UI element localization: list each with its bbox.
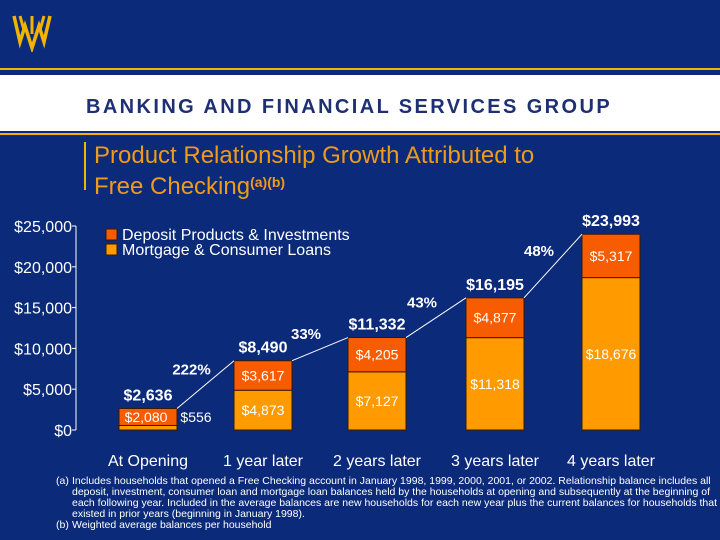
x-category-label: 3 years later (451, 453, 540, 470)
title-accent-bar (84, 142, 86, 190)
bar-deposit-2 (347, 337, 407, 373)
loans-value-label: $7,127 (356, 393, 399, 409)
footnote-a-text: Includes households that opened a Free C… (72, 475, 717, 520)
footnote-a: (a) Includes households that opened a Fr… (56, 476, 720, 520)
bar-loans-3 (465, 337, 525, 431)
bar-loans-1 (233, 389, 293, 431)
bar-loans-0 (118, 424, 178, 431)
deposit-value-label: $4,205 (356, 347, 399, 363)
growth-connector (523, 233, 583, 299)
page-title: Product Relationship Growth Attributed t… (94, 142, 534, 200)
x-category-label: 1 year later (223, 453, 304, 470)
footnotes: (a) Includes households that opened a Fr… (56, 476, 720, 531)
group-name: BANKING AND FINANCIAL SERVICES GROUP (86, 96, 613, 118)
deposit-value-label: $3,617 (242, 367, 285, 383)
growth-connector (291, 337, 349, 362)
total-value-label: $11,332 (349, 317, 406, 334)
title-line-1: Product Relationship Growth Attributed t… (94, 142, 535, 169)
title-line-2: Free Checking (94, 173, 251, 200)
x-category-label: At Opening (108, 453, 188, 470)
growth-connector (176, 360, 235, 409)
bar-deposit-3 (465, 297, 525, 339)
deposit-value-label: $2,080 (125, 409, 168, 425)
x-category-label: 2 years later (333, 453, 422, 470)
footnote-a-mark: (a) (56, 475, 69, 487)
y-tick-label: $20,000 (14, 260, 72, 277)
total-value-label: $23,993 (582, 213, 640, 230)
bar-deposit-0 (118, 407, 178, 426)
loans-value-label: $11,318 (470, 376, 520, 392)
group-banner (0, 75, 720, 131)
bar-deposit-4 (581, 233, 641, 279)
y-tick-label: $10,000 (14, 341, 72, 358)
loans-value-label: $556 (180, 409, 211, 425)
growth-percent-label: 33% (291, 326, 321, 343)
bar-deposit-1 (233, 360, 293, 391)
y-tick-label: $15,000 (14, 301, 72, 318)
legend-swatch-deposit (105, 228, 118, 241)
company-logo (0, 0, 64, 64)
loans-value-label: $18,676 (586, 346, 637, 362)
footnote-b: (b) Weighted average balances per househ… (56, 520, 720, 531)
growth-percent-label: 48% (524, 243, 554, 260)
total-value-label: $2,636 (124, 387, 173, 404)
legend-label-deposit: Deposit Products & Investments (122, 227, 350, 244)
accent-stripe-top (0, 68, 720, 70)
y-tick-label: $25,000 (14, 219, 72, 236)
title-superscript: (a)(b) (250, 174, 286, 190)
growth-connector (405, 297, 467, 338)
legend-label-loans: Mortgage & Consumer Loans (122, 242, 331, 259)
legend-swatch-loans (105, 243, 118, 256)
growth-percent-label: 222% (172, 362, 210, 379)
top-bar (0, 0, 720, 64)
y-tick-label: $0 (54, 423, 72, 440)
footnote-b-mark: (b) (56, 519, 69, 531)
deposit-value-label: $5,317 (590, 248, 633, 264)
loans-value-label: $4,873 (242, 402, 285, 418)
bar-loans-4 (581, 277, 641, 431)
accent-stripe-bottom (0, 133, 720, 135)
growth-percent-label: 43% (407, 295, 437, 312)
x-category-label: 4 years later (567, 453, 656, 470)
total-value-label: $16,195 (466, 277, 524, 294)
total-value-label: $8,490 (239, 340, 288, 357)
footnote-b-text: Weighted average balances per household (72, 519, 272, 531)
y-tick-label: $5,000 (23, 382, 72, 399)
deposit-value-label: $4,877 (474, 310, 517, 326)
